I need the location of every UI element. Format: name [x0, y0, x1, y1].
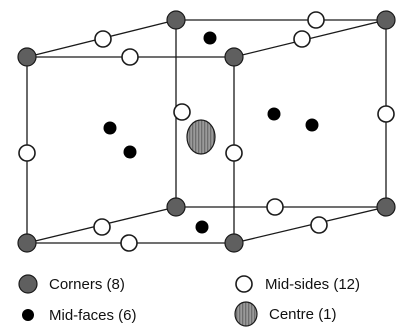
mid-side-node-3 — [293, 30, 311, 48]
mid-side-node-2 — [121, 48, 139, 66]
mid-side-node-10 — [120, 234, 138, 252]
mid-side-node-5 — [173, 103, 191, 121]
legend-centre-label: Centre (1) — [269, 305, 337, 323]
corner-node-8 — [376, 197, 396, 217]
corner-legend-icon — [18, 274, 38, 294]
mid-side-node-1 — [94, 30, 112, 48]
legend-mid-sides-label: Mid-sides (12) — [265, 275, 361, 293]
mid-side-node-9 — [93, 218, 111, 236]
legend-corners: Corners (8) — [17, 272, 125, 296]
legend-corners-label: Corners (8) — [49, 275, 125, 293]
mid-face-legend-icon — [22, 309, 34, 321]
corner-node-3 — [17, 233, 37, 253]
mid-side-node-8 — [225, 144, 243, 162]
mid-side-node-6 — [377, 105, 395, 123]
mid-face-node-6 — [195, 220, 209, 234]
mid-side-nodes — [18, 11, 395, 252]
corner-node-2 — [224, 47, 244, 67]
mid-face-node-1 — [203, 31, 217, 45]
cube-diagram — [17, 10, 396, 253]
legend-mid-faces: Mid-faces (6) — [17, 303, 137, 327]
legend-mid-faces-label: Mid-faces (6) — [49, 306, 137, 324]
legend-centre: Centre (1) — [233, 301, 337, 327]
mid-side-node-12 — [310, 216, 328, 234]
corner-node-5 — [166, 10, 186, 30]
centre-node — [186, 119, 216, 155]
mid-face-nodes — [103, 31, 319, 234]
legend-mid-sides: Mid-sides (12) — [233, 272, 360, 296]
mid-side-node-4 — [307, 11, 325, 29]
mid-face-node-5 — [305, 118, 319, 132]
corner-node-6 — [376, 10, 396, 30]
edge-bottom-right-depth — [233, 206, 387, 244]
mid-face-node-4 — [267, 107, 281, 121]
corner-node-7 — [166, 197, 186, 217]
mid-side-node-7 — [18, 144, 36, 162]
mid-side-legend-icon — [235, 275, 253, 293]
corner-node-1 — [17, 47, 37, 67]
mid-side-node-11 — [266, 198, 284, 216]
corner-nodes — [17, 10, 396, 253]
centre-node-group — [186, 119, 216, 155]
mid-face-node-3 — [123, 145, 137, 159]
corner-node-4 — [224, 233, 244, 253]
centre-legend-icon — [234, 301, 258, 327]
mid-face-node-2 — [103, 121, 117, 135]
